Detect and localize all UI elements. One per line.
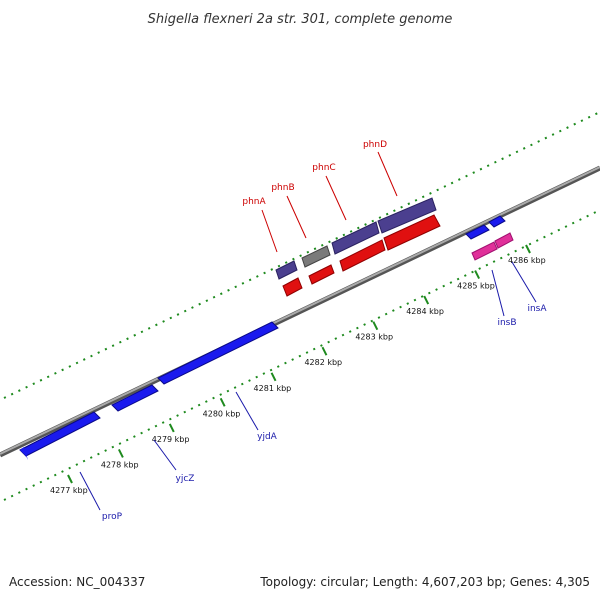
tick-label: 4284 kbp: [406, 307, 444, 316]
label-phnC[interactable]: phnC: [312, 163, 335, 173]
map-title: Shigella flexneri 2a str. 301, complete …: [148, 12, 453, 27]
label-phnA[interactable]: phnA: [242, 197, 266, 207]
leader-yjcZ: [153, 439, 177, 471]
label-phnB[interactable]: phnB: [271, 183, 294, 193]
major-tick: [168, 423, 175, 433]
major-tick: [525, 244, 531, 254]
major-tick: [372, 321, 379, 331]
major-tick: [423, 295, 430, 305]
tick-label: 4278 kbp: [101, 460, 139, 469]
gene-feature-proP[interactable]: [19, 411, 101, 457]
gene-feature-yjcZ[interactable]: [157, 321, 279, 385]
scale-ticks: [67, 244, 531, 484]
major-tick: [321, 346, 328, 356]
major-tick: [219, 397, 226, 407]
upper-tick-track: [3, 111, 600, 399]
label-phnD[interactable]: phnD: [363, 140, 387, 150]
label-insB[interactable]: insB: [497, 318, 516, 328]
gene-arrowhead-proP: [20, 447, 28, 460]
cds-feature-phnC[interactable]: [339, 239, 386, 272]
gene-feature-phnC[interactable]: [331, 221, 380, 255]
leader-yjdA: [235, 391, 259, 431]
tick-label: 4285 kbp: [457, 282, 495, 291]
label-yjcZ[interactable]: yjcZ: [176, 474, 195, 484]
gene-feature-insB[interactable]: [471, 241, 498, 261]
lower-tick-track: [3, 209, 600, 501]
major-tick: [117, 448, 124, 458]
topology-summary-text: Topology: circular; Length: 4,607,203 bp…: [259, 575, 590, 589]
cds-feature-phnD[interactable]: [383, 214, 441, 251]
genome-backbone: [0, 166, 600, 455]
leader-phnB: [286, 195, 307, 239]
tick-label: 4286 kbp: [508, 256, 546, 265]
tick-label: 4283 kbp: [355, 333, 393, 342]
gene-feature-phnA[interactable]: [275, 260, 298, 280]
leader-phnA: [261, 209, 278, 253]
leader-phnD: [377, 151, 398, 197]
tick-label: 4280 kbp: [203, 409, 241, 418]
leader-insB: [491, 269, 505, 317]
gene-feature-unnamed[interactable]: [111, 384, 159, 412]
major-tick: [270, 372, 277, 382]
label-insA[interactable]: insA: [527, 304, 547, 314]
gene-feature-phnD[interactable]: [377, 197, 437, 234]
cds-feature-phnA[interactable]: [282, 277, 303, 297]
cds-feature-phnB[interactable]: [308, 264, 335, 285]
label-proP[interactable]: proP: [102, 512, 123, 522]
tick-label: 4281 kbp: [254, 384, 292, 393]
scale-tick-labels: 4277 kbp 4278 kbp 4279 kbp 4280 kbp 4281 kbp…: [50, 256, 546, 495]
gene-labels: phnA phnB phnC phnD proP yjcZ yjdA insB …: [102, 140, 547, 522]
accession-text: Accession: NC_004337: [9, 575, 145, 589]
leader-insA: [511, 261, 537, 303]
leader-proP: [79, 471, 101, 511]
gene-feature-ins-upper-1[interactable]: [465, 224, 490, 240]
label-leaders: [79, 151, 537, 511]
major-tick: [67, 474, 73, 484]
leader-phnC: [325, 175, 347, 221]
major-tick: [474, 270, 481, 280]
forward-strand-features: [275, 197, 441, 297]
reverse-strand-features: [19, 215, 514, 460]
tick-label: 4279 kbp: [152, 435, 190, 444]
gene-feature-phnB[interactable]: [301, 245, 331, 268]
tick-label: 4282 kbp: [304, 358, 342, 367]
label-yjdA[interactable]: yjdA: [257, 432, 278, 442]
tick-label: 4277 kbp: [50, 486, 88, 495]
gene-feature-ins-upper-2[interactable]: [488, 215, 506, 228]
gene-feature-insA[interactable]: [494, 232, 514, 249]
